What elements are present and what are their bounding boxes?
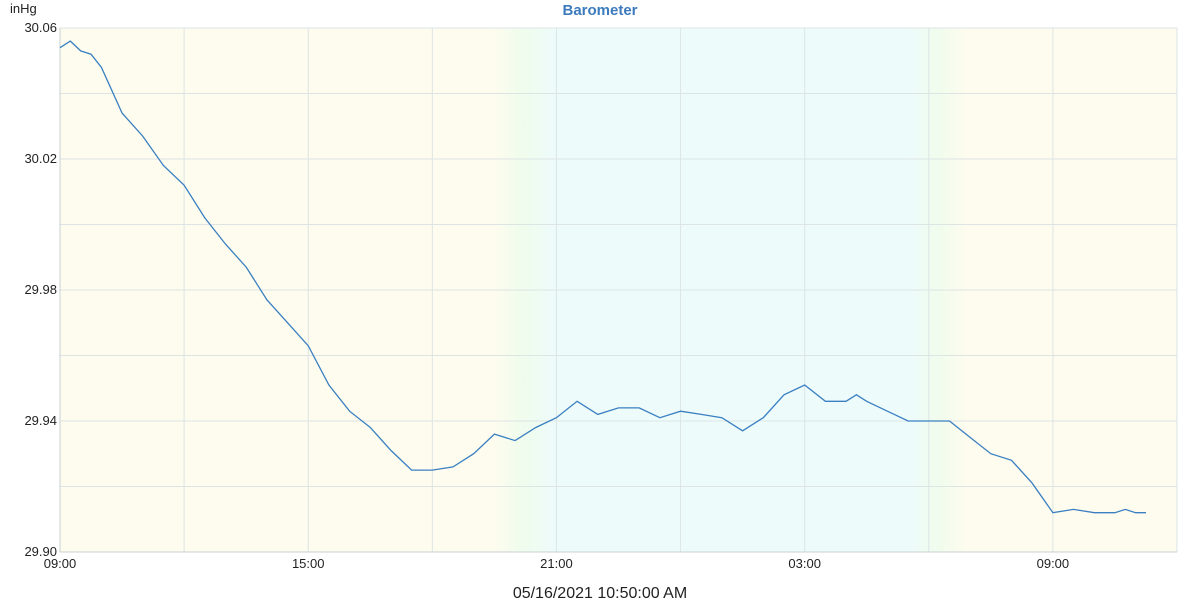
y-tick-label: 29.94 — [24, 413, 57, 428]
x-tick-label: 15:00 — [292, 556, 325, 571]
x-tick-label: 21:00 — [540, 556, 573, 571]
chart-title: Barometer — [562, 2, 637, 19]
x-tick-label: 09:00 — [44, 556, 77, 571]
y-tick-label: 30.02 — [24, 151, 57, 166]
y-tick-label: 29.90 — [24, 544, 57, 559]
pressure-series-line — [59, 40, 1146, 514]
y-axis-unit-label: inHg — [10, 1, 37, 16]
axes — [59, 28, 1177, 553]
y-tick-label: 29.98 — [24, 282, 57, 297]
timestamp-label: 05/16/2021 10:50:00 AM — [513, 585, 687, 600]
x-tick-label: 03:00 — [788, 556, 821, 571]
x-axis-tick-labels: 09:00 15:00 21:00 03:00 09:00 — [44, 556, 1069, 571]
x-tick-label: 09:00 — [1037, 556, 1070, 571]
y-axis-tick-labels: 30.06 30.02 29.98 29.94 29.90 — [24, 20, 57, 559]
y-tick-label: 30.06 — [24, 20, 57, 35]
